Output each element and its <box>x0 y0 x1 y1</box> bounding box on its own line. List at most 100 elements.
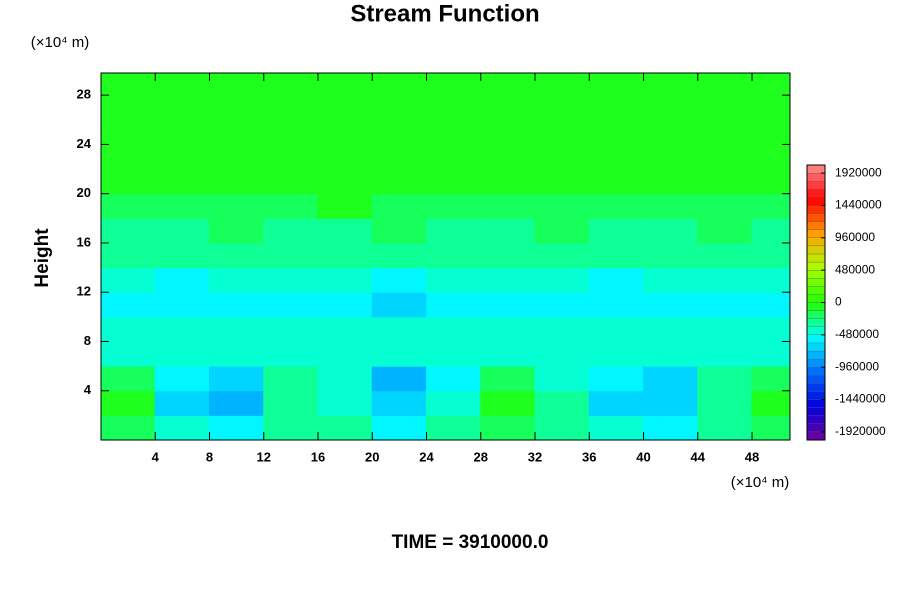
y-axis-label: Height <box>32 228 53 288</box>
contour-cell <box>643 168 699 195</box>
contour-cell <box>101 94 156 121</box>
contour-cell <box>317 242 373 269</box>
contour-cell <box>263 193 319 219</box>
contour-cell <box>101 365 156 392</box>
contour-cell <box>480 193 536 219</box>
contour-cell <box>209 217 265 244</box>
contour-cell <box>534 414 590 440</box>
contour-cell <box>534 242 590 269</box>
contour-cell <box>751 94 790 121</box>
colorbar-band <box>806 318 826 327</box>
colorbar-band <box>806 213 826 222</box>
contour-cell <box>209 119 265 145</box>
contour-cell <box>209 291 265 318</box>
contour-cell <box>154 340 211 367</box>
contour-cell <box>426 390 482 416</box>
contour-cell <box>371 390 428 416</box>
contour-cell <box>263 340 319 367</box>
colorbar-tick-label: 0 <box>835 295 842 309</box>
contour-cell <box>480 168 536 195</box>
contour-cell <box>263 291 319 318</box>
contour-cell <box>643 193 699 219</box>
contour-cell <box>371 94 428 121</box>
contour-cell <box>588 414 645 440</box>
contour-cell <box>697 267 753 293</box>
contour-cell <box>317 94 373 121</box>
contour-cell <box>263 267 319 293</box>
contour-cell <box>643 340 699 367</box>
colorbar-band <box>806 383 826 392</box>
y-tick-label: 12 <box>77 284 91 299</box>
contour-cell <box>101 316 156 342</box>
y-tick-label: 28 <box>77 87 91 102</box>
footer: TIME = 3910000.0 <box>392 532 549 553</box>
colorbar-tick-label: 480000 <box>835 262 875 276</box>
contour-cell <box>317 291 373 318</box>
x-tick-label: 44 <box>691 449 706 464</box>
colorbar-band <box>806 334 826 344</box>
contour-cell <box>480 217 536 244</box>
contour-cell <box>751 193 790 219</box>
contour-cell <box>317 217 373 244</box>
contour-cell <box>751 365 790 392</box>
x-tick-label: 40 <box>636 449 650 464</box>
contour-cell <box>426 291 482 318</box>
contour-cell <box>480 119 536 145</box>
contour-cell <box>371 73 428 96</box>
contour-cell <box>426 119 482 145</box>
contour-cell <box>534 340 590 367</box>
contour-cell <box>480 414 536 440</box>
contour-cell <box>751 390 790 416</box>
x-tick-label: 16 <box>311 449 325 464</box>
contour-cell <box>480 291 536 318</box>
colorbar-band <box>806 399 826 408</box>
contour-cell <box>371 143 428 170</box>
contour-cell <box>697 390 753 416</box>
colorbar-tick-label: 1920000 <box>835 165 882 179</box>
contour-cell <box>101 73 156 96</box>
y-tick-label: 8 <box>84 333 91 348</box>
contour-cell <box>697 119 753 145</box>
contour-cell <box>154 267 211 293</box>
contour-cell <box>588 73 645 96</box>
contour-cell <box>751 168 790 195</box>
contour-cell <box>643 119 699 145</box>
contour-cell <box>317 73 373 96</box>
contour-cell <box>101 168 156 195</box>
contour-cell <box>588 119 645 145</box>
contour-cell <box>209 365 265 392</box>
contour-cell <box>317 414 373 440</box>
contour-cell <box>101 390 156 416</box>
colorbar-band <box>806 326 826 336</box>
contour-cell <box>534 168 590 195</box>
contour-cell <box>588 340 645 367</box>
contour-cell <box>101 340 156 367</box>
contour-cell <box>154 365 211 392</box>
y-tick-label: 16 <box>77 234 91 249</box>
contour-cell <box>643 94 699 121</box>
colorbar-band <box>806 189 826 198</box>
contour-cell <box>154 390 211 416</box>
contour-cell <box>643 143 699 170</box>
contour-cell <box>371 242 428 269</box>
contour-cell <box>263 365 319 392</box>
contour-cell <box>697 73 753 96</box>
contour-cell <box>697 365 753 392</box>
field <box>101 73 790 440</box>
x-tick-label: 4 <box>152 449 160 464</box>
contour-cell <box>209 94 265 121</box>
x-tick-label: 8 <box>206 449 213 464</box>
contour-cell <box>426 168 482 195</box>
contour-cell <box>426 414 482 440</box>
colorbar-band <box>806 286 826 295</box>
contour-cell <box>643 267 699 293</box>
contour-cell <box>371 340 428 367</box>
contour-cell <box>317 193 373 219</box>
contour-cell <box>263 414 319 440</box>
contour-cell <box>317 267 373 293</box>
colorbar-band <box>806 350 826 360</box>
contour-cell <box>209 193 265 219</box>
contour-cell <box>426 316 482 342</box>
contour-cell <box>263 217 319 244</box>
